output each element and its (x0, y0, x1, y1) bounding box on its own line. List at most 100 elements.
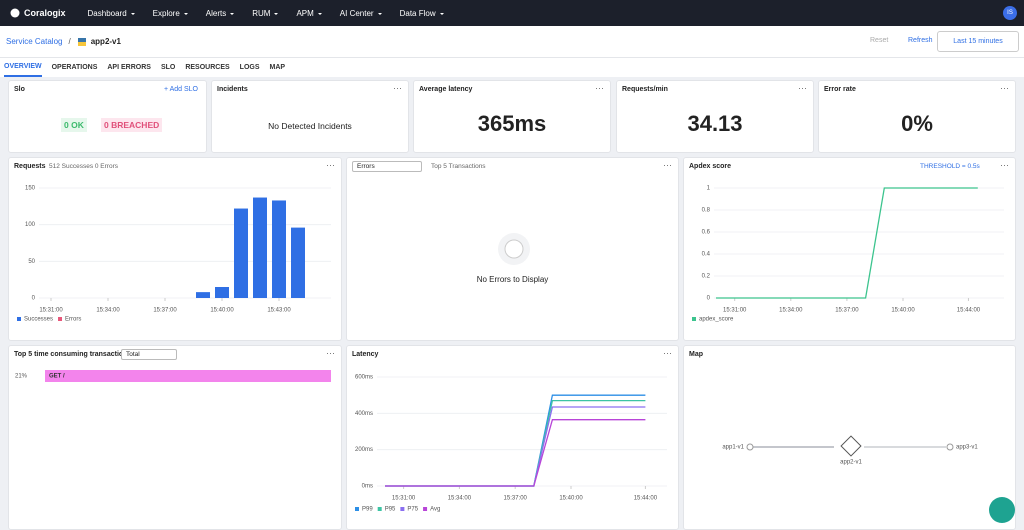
y-tick-label: 400ms (355, 411, 373, 417)
menu[interactable]: ··· (393, 83, 402, 93)
latency-card: Average latency ··· 365ms (413, 80, 611, 153)
nav-item[interactable]: Explore (153, 9, 188, 18)
menu[interactable]: ··· (798, 83, 807, 93)
card-title: Top 5 time consuming transactions (14, 351, 132, 358)
bar (215, 287, 229, 298)
requests-card: Requests/min ··· 34.13 (616, 80, 814, 153)
legend-label: P75 (407, 507, 418, 513)
y-tick-label: 0.8 (702, 208, 711, 214)
menu[interactable]: ··· (663, 348, 672, 358)
card-title: Apdex score (689, 163, 732, 170)
header: Service Catalog / app2-v1 Reset Refresh … (0, 26, 1024, 57)
menu[interactable]: ··· (1000, 83, 1009, 93)
y-tick-label: 0 (32, 296, 36, 302)
card-title: Map (689, 351, 703, 358)
service-map: app1-v1 app2-v1 app3-v1 (722, 435, 978, 466)
requests-chart: 0 50 100 150 15:31:00 15:34:00 15:37:00 15:40:0… (17, 186, 331, 323)
nav-item[interactable]: APM (296, 9, 321, 18)
bar (291, 227, 305, 298)
slo-ok: 0 OK (61, 118, 87, 132)
breadcrumb[interactable]: Service Catalog (6, 37, 63, 46)
bar (196, 292, 210, 298)
menu[interactable]: ··· (663, 160, 672, 170)
y-tick-label: 0.6 (702, 230, 711, 236)
card-title: Requests/min (622, 86, 668, 93)
y-tick-label: 200ms (355, 447, 373, 453)
chat-button[interactable] (989, 497, 1015, 523)
nav-item[interactable]: Data Flow (400, 9, 444, 18)
apdex-chart: 0 0.2 0.4 0.6 0.8 1 15:31:00 15:34:00 15:37:00 15… (692, 186, 1004, 323)
tab[interactable]: LOGS (239, 64, 260, 71)
x-tick-label: 15:31:00 (39, 308, 63, 314)
map-panel: Map app1-v1 app2-v1 app3-v1 (683, 345, 1016, 530)
legend-swatch (17, 317, 21, 321)
tab[interactable]: API ERRORS (107, 64, 151, 71)
bar-label: GET / (49, 374, 65, 380)
tab[interactable]: OPERATIONS (51, 64, 98, 71)
threshold[interactable]: THRESHOLD = 0.5s (920, 163, 980, 170)
legend-label: Avg (430, 507, 440, 513)
node[interactable] (746, 443, 754, 451)
tab[interactable]: MAP (269, 64, 286, 71)
bar (272, 200, 286, 298)
nav-item[interactable]: AI Center (340, 9, 382, 18)
x-tick-label: 15:31:00 (392, 496, 416, 502)
node[interactable] (840, 435, 862, 457)
add-slo[interactable]: + Add SLO (163, 86, 198, 93)
x-tick-label: 15:40:00 (559, 496, 583, 502)
line (385, 406, 646, 487)
slo-card: Slo + Add SLO 0 OK 0 BREACHED (8, 80, 207, 153)
y-tick-label: 50 (28, 259, 35, 265)
tab[interactable]: OVERVIEW (4, 58, 42, 77)
y-tick-label: 1 (707, 186, 711, 192)
nav-item[interactable]: RUM (252, 9, 278, 18)
line (385, 394, 646, 487)
x-tick-label: 15:34:00 (779, 308, 803, 314)
time-range[interactable]: Last 15 minutes (937, 31, 1019, 52)
tab[interactable]: RESOURCES (185, 64, 230, 71)
node-label: app1-v1 (722, 445, 744, 451)
bar (234, 208, 248, 298)
line (385, 419, 646, 487)
card-title: Incidents (217, 86, 248, 93)
nav-item[interactable]: Dashboard (88, 9, 135, 18)
empty-message: No Detected Incidents (268, 121, 352, 131)
reset-button[interactable]: Reset (870, 37, 889, 44)
legend-swatch (355, 507, 359, 511)
y-tick-label: 150 (25, 186, 36, 192)
avatar[interactable]: IS (1003, 6, 1017, 20)
refresh-button[interactable]: Refresh (908, 37, 933, 44)
menu[interactable]: ··· (326, 160, 335, 170)
x-tick-label: 15:37:00 (504, 496, 528, 502)
subtitle: 512 Successes 0 Errors (49, 163, 119, 170)
legend-swatch (692, 317, 696, 321)
brand[interactable]: Coralogix (10, 8, 66, 18)
panel-title: Top 5 Transactions (431, 163, 486, 170)
menu[interactable]: ··· (595, 83, 604, 93)
legend-swatch (423, 507, 428, 511)
errors-select[interactable]: Errors (352, 161, 422, 172)
nav-item[interactable]: Alerts (206, 9, 234, 18)
latency-chart: 0ms 200ms 400ms 600ms 15:31:00 15:34:00 15:37:… (355, 375, 667, 513)
menu[interactable]: ··· (1000, 160, 1009, 170)
legend-swatch (377, 507, 382, 511)
y-tick-label: 0.4 (702, 252, 711, 258)
x-tick-label: 15:40:00 (891, 308, 915, 314)
x-tick-label: 15:34:00 (448, 496, 472, 502)
legend-label: Successes (24, 317, 53, 323)
node[interactable] (946, 443, 954, 451)
service-name: app2-v1 (90, 37, 121, 46)
menu[interactable]: ··· (326, 348, 335, 358)
errors-panel: Errors Top 5 Transactions ··· No Errors … (346, 157, 679, 341)
legend-swatch (58, 317, 63, 321)
slo-breached: 0 BREACHED (101, 118, 163, 132)
x-tick-label: 15:43:00 (267, 308, 291, 314)
card-title: Error rate (824, 86, 856, 93)
total-select[interactable]: Total (121, 349, 177, 360)
card-title: Average latency (419, 86, 473, 93)
x-tick-label: 15:40:00 (210, 308, 234, 314)
legend-label: Errors (65, 317, 81, 323)
tab[interactable]: SLO (160, 64, 176, 71)
error-card: Error rate ··· 0% (818, 80, 1016, 153)
